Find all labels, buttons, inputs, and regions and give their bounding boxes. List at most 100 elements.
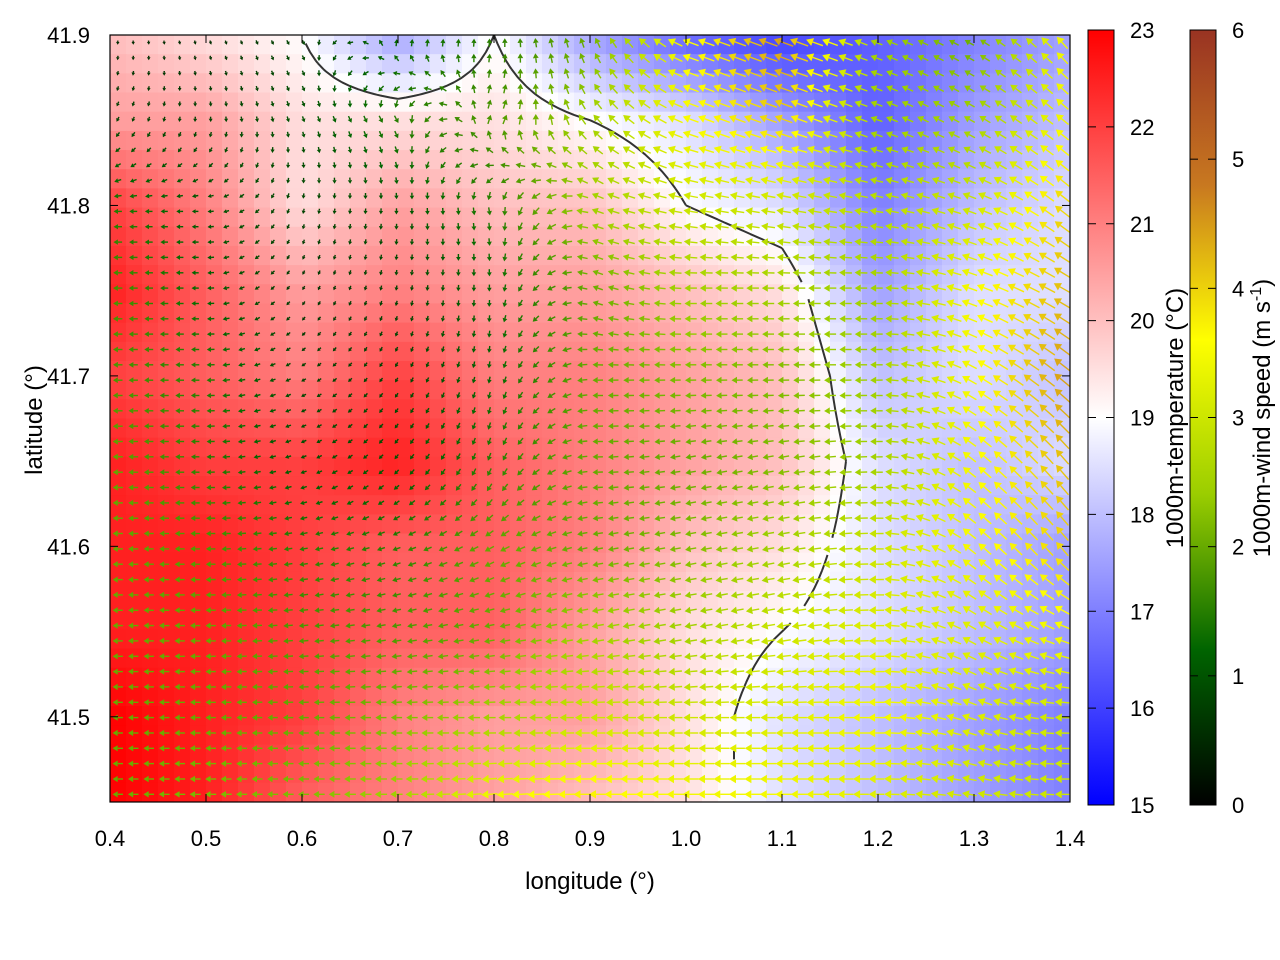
temperature-cell	[526, 284, 543, 305]
temperature-cell	[590, 188, 607, 209]
temperature-cell	[142, 591, 159, 611]
temperature-cell	[478, 169, 495, 189]
temperature-cell	[622, 571, 639, 592]
temperature-cell	[414, 648, 431, 669]
temperature-cell	[430, 629, 447, 650]
temperature-cell	[862, 591, 879, 611]
temperature-cell	[158, 686, 175, 707]
temperature-cell	[110, 648, 127, 669]
temperature-cell	[302, 648, 319, 669]
temperature-cell	[334, 54, 351, 74]
temperature-cell	[590, 533, 607, 554]
temperature-cell	[222, 73, 239, 94]
temperature-cell	[766, 476, 783, 496]
temperature-cell	[478, 571, 495, 592]
temperature-cell	[670, 169, 687, 189]
temperature-cell	[718, 130, 735, 151]
temperature-cell	[222, 725, 239, 746]
temperature-cell	[414, 725, 431, 746]
temperature-cell	[270, 418, 287, 439]
temperature-cell	[318, 571, 335, 592]
temperature-cell	[126, 456, 143, 477]
temperature-cell	[302, 552, 319, 573]
temperature-cell	[590, 571, 607, 592]
temperature-cell	[302, 476, 319, 496]
temperature-cell	[206, 322, 223, 343]
temperature-cell	[126, 111, 143, 132]
temperature-cell	[222, 571, 239, 592]
temperature-cell	[478, 111, 495, 132]
temperature-cell	[366, 265, 383, 285]
temperature-cell	[1022, 73, 1039, 94]
temperature-cell	[302, 591, 319, 611]
temperature-cell	[270, 245, 287, 266]
temperature-cell	[750, 207, 767, 228]
temperature-cell	[174, 380, 191, 400]
temperature-cell	[526, 35, 543, 55]
temperature-cell	[606, 533, 623, 554]
temperature-cell	[750, 341, 767, 362]
temperature-cell	[494, 265, 511, 285]
temperature-cell	[318, 169, 335, 189]
temperature-cell	[462, 648, 479, 669]
temperature-cell	[190, 35, 207, 55]
temperature-cell	[318, 725, 335, 746]
temperature-cell	[302, 207, 319, 228]
temperature-cell	[158, 360, 175, 381]
temperature-cell	[382, 360, 399, 381]
temperature-cell	[910, 341, 927, 362]
temperature-cell	[782, 169, 799, 189]
temperature-cell	[414, 226, 431, 247]
temperature-cell	[878, 571, 895, 592]
temperature-cell	[318, 380, 335, 400]
temperature-cell	[462, 303, 479, 324]
temperature-cell	[110, 35, 127, 55]
temperature-cell	[334, 130, 351, 151]
temperature-cell	[286, 303, 303, 324]
temperature-cell	[478, 380, 495, 400]
temperature-cell	[638, 571, 655, 592]
temperature-cell	[398, 552, 415, 573]
temperature-cell	[190, 706, 207, 726]
temperature-cell	[206, 284, 223, 305]
temperature-cell	[174, 552, 191, 573]
temperature-cell	[126, 188, 143, 209]
temperature-cell	[590, 303, 607, 324]
temperature-cell	[190, 54, 207, 74]
temperature-cell	[286, 341, 303, 362]
temperature-cell	[366, 188, 383, 209]
temperature-cell	[558, 380, 575, 400]
temperature-cell	[1006, 73, 1023, 94]
temperature-cell	[158, 341, 175, 362]
temperature-cell	[174, 725, 191, 746]
temperature-cell	[110, 226, 127, 247]
temperature-cell	[446, 150, 463, 170]
temperature-cell	[126, 380, 143, 400]
temperature-cell	[590, 245, 607, 266]
temperature-cell	[382, 169, 399, 189]
temperature-cell	[142, 667, 159, 688]
temperature-cell	[910, 648, 927, 669]
temperature-cell	[142, 686, 159, 707]
temperature-cell	[782, 360, 799, 381]
temperature-cell	[766, 322, 783, 343]
temperature-cell	[238, 73, 255, 94]
temperature-cell	[286, 207, 303, 228]
temperature-cell	[142, 456, 159, 477]
temperature-cell	[574, 35, 591, 55]
temperature-cell	[318, 92, 335, 113]
temperature-cell	[142, 380, 159, 400]
temperature-cell	[670, 552, 687, 573]
temperature-cell	[622, 360, 639, 381]
temperature-cell	[398, 763, 415, 784]
temperature-cell	[542, 111, 559, 132]
temperature-cell	[782, 341, 799, 362]
temperature-cell	[638, 495, 655, 515]
temperature-cell	[622, 456, 639, 477]
temperature-cell	[446, 111, 463, 132]
temperature-cell	[286, 111, 303, 132]
temperature-cell	[190, 303, 207, 324]
temperature-cell	[318, 111, 335, 132]
temperature-cell	[142, 54, 159, 74]
temperature-cell	[862, 648, 879, 669]
